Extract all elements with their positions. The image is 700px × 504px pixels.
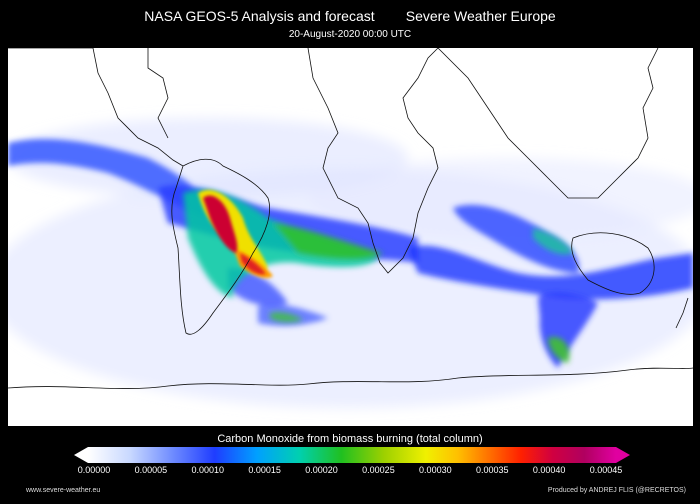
- author-credit: Produced by ANDREJ FLIS (@RECRETOS): [547, 487, 686, 494]
- website-credit: www.severe-weather.eu: [26, 487, 101, 494]
- colorbar-min-arrow: [74, 447, 88, 463]
- colorbar-tick-label: 0.00010: [191, 465, 225, 475]
- colorbar-max-arrow: [616, 447, 630, 463]
- colorbar-tick-label: 0.00040: [532, 465, 566, 475]
- colorbar-tick-label: 0.00035: [475, 465, 509, 475]
- colorbar-bar: [74, 447, 630, 463]
- colorbar-tick-label: 0.00015: [248, 465, 281, 475]
- map-datetime: 20-August-2020 00:00 UTC: [288, 29, 412, 40]
- coastlines: [8, 48, 693, 389]
- colorbar-title: Carbon Monoxide from biomass burning (to…: [217, 433, 483, 445]
- co-plume-extreme: [203, 195, 266, 275]
- colorbar-tick-label: 0.00005: [134, 465, 168, 475]
- colorbar-tick-label: 0.00025: [362, 465, 395, 475]
- colorbar-tick-label: 0.00020: [305, 465, 338, 475]
- colorbar-tick-label: 0.00030: [419, 465, 452, 475]
- colorbar-ticks: 0.00000 0.00005 0.00010 0.00015 0.00020 0.000…: [0, 465, 700, 479]
- colorbar: [74, 445, 630, 465]
- map-panel: [8, 48, 693, 426]
- colorbar-tick-label: 0.00045: [589, 465, 623, 475]
- co-map: [8, 48, 693, 408]
- colorbar-tick-label: 0.00000: [77, 465, 111, 475]
- map-title: NASA GEOS-5 Analysis and forecast Severe…: [144, 8, 556, 24]
